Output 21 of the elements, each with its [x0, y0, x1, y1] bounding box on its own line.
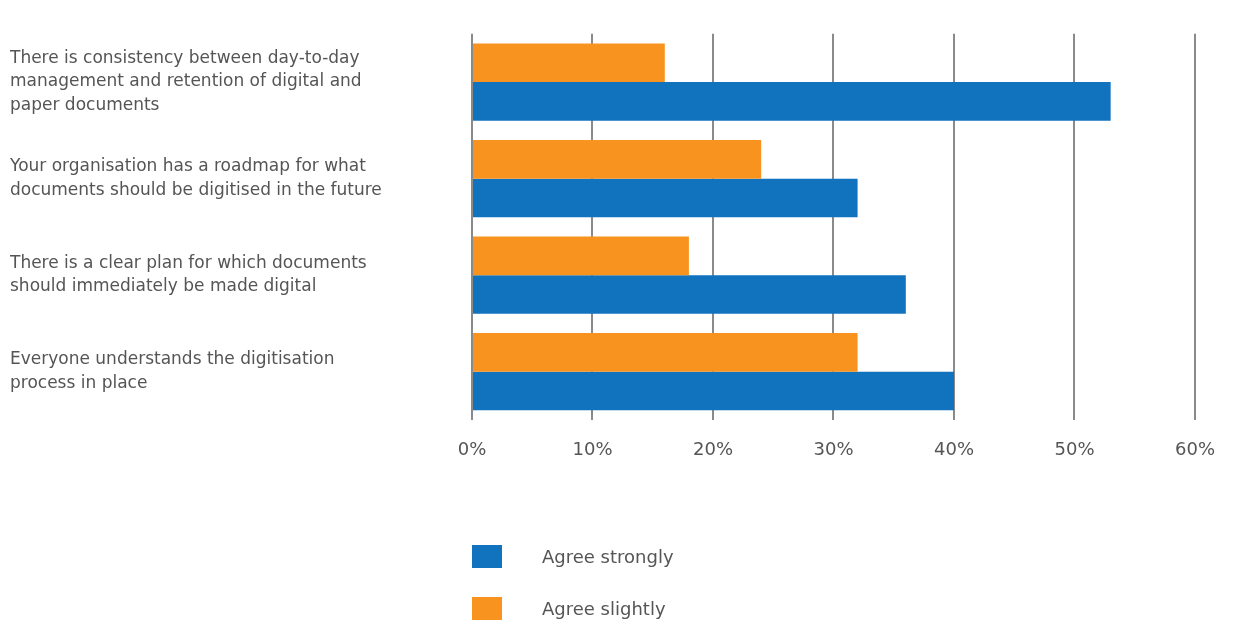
y-tick-label: Your organisation has a roadmap for what documents should be digitised in the future [9, 155, 382, 199]
bar [473, 275, 906, 314]
x-tick-label: 10% [572, 438, 613, 460]
y-tick-label: There is consistency between day-to-day management and retention of digital and paper documents [9, 46, 362, 115]
bar [473, 236, 689, 276]
x-tick-label: 50% [1054, 438, 1095, 460]
bar [473, 82, 1111, 121]
bar [473, 43, 665, 83]
x-tick-label: 0% [457, 438, 487, 460]
x-tick-label: 30% [813, 438, 854, 460]
bar [473, 371, 954, 411]
x-tick-label: 60% [1174, 438, 1215, 460]
y-tick-label: There is a clear plan for which documents should immediately be made digital [9, 251, 367, 296]
bar [473, 178, 858, 218]
x-tick-label: 40% [933, 438, 975, 460]
bar [473, 140, 762, 179]
bar [473, 333, 858, 372]
legend-label: Agree strongly [542, 546, 674, 567]
y-tick-label: Everyone understands the digitisation process in place [10, 348, 335, 393]
x-tick-label: 20% [692, 438, 734, 460]
legend-label: Agree slightly [542, 598, 666, 619]
